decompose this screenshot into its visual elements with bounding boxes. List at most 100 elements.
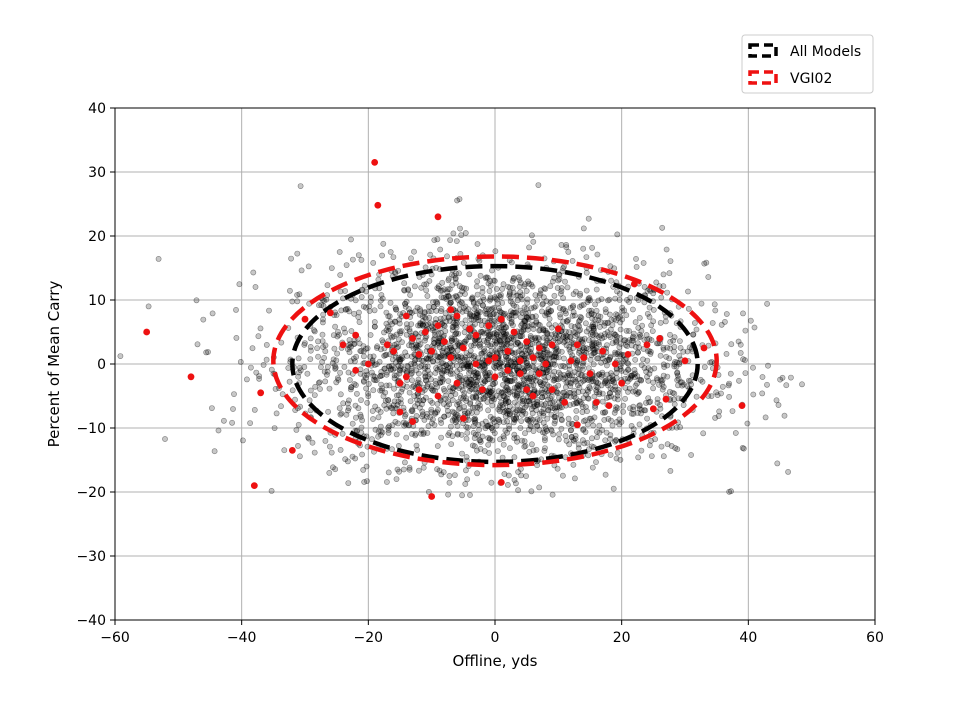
all-models-point	[336, 249, 343, 255]
all-models-point	[497, 309, 504, 315]
vgi02-point	[548, 341, 556, 349]
all-models-point	[612, 386, 619, 393]
all-models-point	[524, 296, 531, 303]
all-models-point	[378, 292, 385, 298]
all-models-point	[540, 419, 547, 426]
all-models-point	[605, 297, 611, 304]
all-models-point	[630, 333, 636, 340]
all-models-point	[614, 288, 620, 295]
all-models-point	[411, 248, 417, 255]
all-models-point	[431, 237, 438, 243]
all-models-point	[370, 353, 377, 360]
all-models-point	[517, 425, 524, 431]
all-models-point	[543, 335, 550, 342]
all-models-point	[462, 317, 469, 324]
all-models-point	[519, 351, 525, 357]
all-models-point	[263, 341, 270, 348]
all-models-point	[393, 431, 400, 438]
all-models-point	[412, 362, 418, 368]
all-models-point	[593, 383, 600, 390]
all-models-point	[421, 386, 428, 393]
all-models-point	[424, 344, 431, 350]
all-models-point	[408, 361, 414, 367]
all-models-point	[466, 370, 472, 376]
all-models-point	[349, 420, 356, 427]
all-models-point	[549, 399, 556, 406]
all-models-point	[571, 323, 578, 330]
all-models-point	[415, 376, 422, 383]
all-models-point	[395, 420, 401, 427]
all-models-point	[342, 329, 348, 336]
all-models-point	[536, 417, 543, 424]
all-models-point	[648, 437, 654, 444]
all-models-point	[666, 355, 673, 362]
all-models-point	[479, 363, 486, 370]
all-models-point	[779, 374, 786, 381]
all-models-point	[504, 481, 511, 488]
all-models-point	[612, 351, 619, 358]
all-models-point	[381, 402, 388, 409]
all-models-point	[336, 405, 343, 412]
all-models-point	[617, 326, 624, 333]
all-models-point	[507, 308, 514, 315]
all-models-point	[533, 446, 540, 453]
all-models-point	[542, 312, 549, 319]
all-models-point	[512, 360, 518, 367]
all-models-point	[472, 374, 479, 381]
all-models-point	[726, 488, 733, 495]
all-models-point	[404, 352, 410, 359]
all-models-point	[622, 342, 629, 348]
all-models-point	[439, 352, 445, 359]
all-models-point	[526, 280, 532, 287]
all-models-point	[518, 382, 525, 388]
all-models-point	[523, 402, 530, 409]
all-models-point	[585, 297, 592, 304]
all-models-point	[529, 232, 535, 239]
all-models-point	[393, 341, 400, 347]
all-models-point	[528, 305, 535, 312]
all-models-point	[612, 438, 618, 445]
all-models-point	[659, 377, 666, 383]
all-models-point	[542, 434, 548, 441]
all-models-point	[437, 366, 443, 372]
all-models-point	[370, 372, 377, 379]
all-models-point	[348, 328, 355, 334]
all-models-point	[334, 350, 340, 357]
all-models-point	[466, 313, 473, 320]
all-models-point	[319, 331, 326, 338]
all-models-point	[445, 293, 452, 300]
vgi02-point	[453, 379, 461, 387]
all-models-point	[305, 434, 312, 441]
all-models-point	[462, 362, 469, 369]
all-models-point	[737, 341, 744, 348]
all-models-point	[337, 288, 344, 295]
all-models-point	[532, 419, 539, 426]
all-models-point	[486, 435, 493, 442]
all-models-point	[529, 441, 535, 448]
vgi02-point	[288, 447, 296, 454]
all-models-point	[574, 331, 581, 338]
all-models-point	[492, 379, 498, 386]
all-models-point	[294, 292, 300, 298]
all-models-point	[456, 306, 463, 313]
all-models-point	[239, 437, 246, 444]
all-models-point	[347, 386, 354, 393]
all-models-point	[503, 384, 510, 391]
all-models-point	[587, 356, 594, 363]
all-models-point	[564, 284, 571, 291]
all-models-point	[352, 414, 359, 421]
all-models-point	[418, 427, 425, 434]
all-models-point	[493, 422, 500, 429]
all-models-point	[211, 448, 218, 455]
all-models-point	[764, 300, 770, 307]
vgi02-point	[339, 341, 347, 349]
all-models-point	[469, 442, 476, 449]
all-models-point	[580, 388, 586, 395]
all-models-point	[425, 321, 432, 328]
all-models-point	[622, 369, 629, 376]
all-models-point	[660, 453, 667, 460]
all-models-point	[580, 418, 587, 425]
all-models-point	[311, 392, 318, 398]
all-models-points	[117, 182, 805, 499]
vgi02-point	[459, 415, 467, 422]
